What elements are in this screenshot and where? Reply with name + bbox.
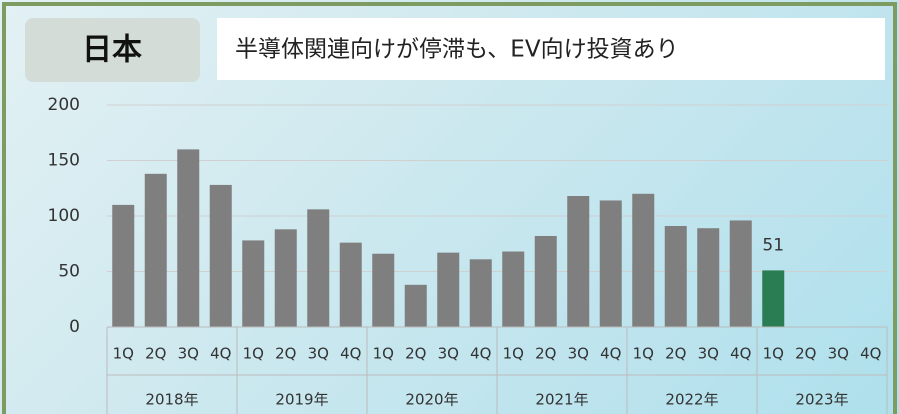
bar (534, 235, 557, 327)
x-tick-label: 4Q (340, 345, 361, 363)
bar (339, 242, 362, 327)
group-label: 2019年 (275, 391, 328, 409)
y-tick-label: 150 (48, 151, 80, 171)
bar (274, 229, 297, 327)
bar (242, 240, 265, 327)
bar (697, 228, 720, 327)
bar (404, 284, 427, 327)
y-tick-label: 100 (48, 206, 80, 226)
x-tick-label: 4Q (470, 345, 491, 363)
bar (599, 200, 622, 327)
x-tick-label: 1Q (503, 345, 524, 363)
group-label: 2020年 (405, 391, 458, 409)
x-tick-label: 3Q (828, 345, 849, 363)
bar (177, 149, 200, 327)
bar (664, 225, 687, 327)
subtitle: 半導体関連向けが停滞も、EV向け投資あり (235, 37, 679, 63)
x-tick-label: 2Q (795, 345, 816, 363)
bar (469, 259, 492, 327)
x-tick-label: 1Q (763, 345, 784, 363)
x-tick-label: 4Q (860, 345, 881, 363)
y-tick-label: 50 (58, 262, 80, 282)
data-label: 51 (762, 235, 784, 255)
bar (307, 209, 330, 327)
x-tick-label: 3Q (568, 345, 589, 363)
x-tick-label: 4Q (730, 345, 751, 363)
bar (112, 204, 135, 327)
x-tick-label: 2Q (275, 345, 296, 363)
bar (632, 193, 655, 327)
bar (567, 196, 590, 327)
subtitle-box (217, 18, 885, 80)
bar (729, 220, 752, 327)
x-tick-label: 3Q (698, 345, 719, 363)
x-tick-label: 1Q (633, 345, 654, 363)
bar (502, 251, 525, 327)
bar (209, 184, 232, 327)
x-tick-label: 1Q (113, 345, 134, 363)
bar (762, 270, 785, 327)
group-label: 2022年 (665, 391, 718, 409)
group-label: 2023年 (795, 391, 848, 409)
x-tick-label: 2Q (145, 345, 166, 363)
group-label: 2018年 (145, 391, 198, 409)
x-tick-label: 4Q (210, 345, 231, 363)
x-tick-label: 2Q (535, 345, 556, 363)
country-box (25, 18, 200, 82)
x-tick-label: 2Q (665, 345, 686, 363)
x-tick-label: 1Q (243, 345, 264, 363)
x-tick-label: 3Q (178, 345, 199, 363)
bar (144, 173, 167, 327)
country-label: 日本 (82, 33, 142, 68)
y-tick-label: 200 (48, 95, 80, 115)
bar (372, 253, 395, 327)
x-tick-label: 3Q (438, 345, 459, 363)
x-tick-label: 3Q (308, 345, 329, 363)
x-tick-label: 4Q (600, 345, 621, 363)
bar (437, 252, 460, 327)
y-tick-label: 0 (69, 317, 80, 337)
group-label: 2021年 (535, 391, 588, 409)
x-tick-label: 1Q (373, 345, 394, 363)
x-tick-label: 2Q (405, 345, 426, 363)
